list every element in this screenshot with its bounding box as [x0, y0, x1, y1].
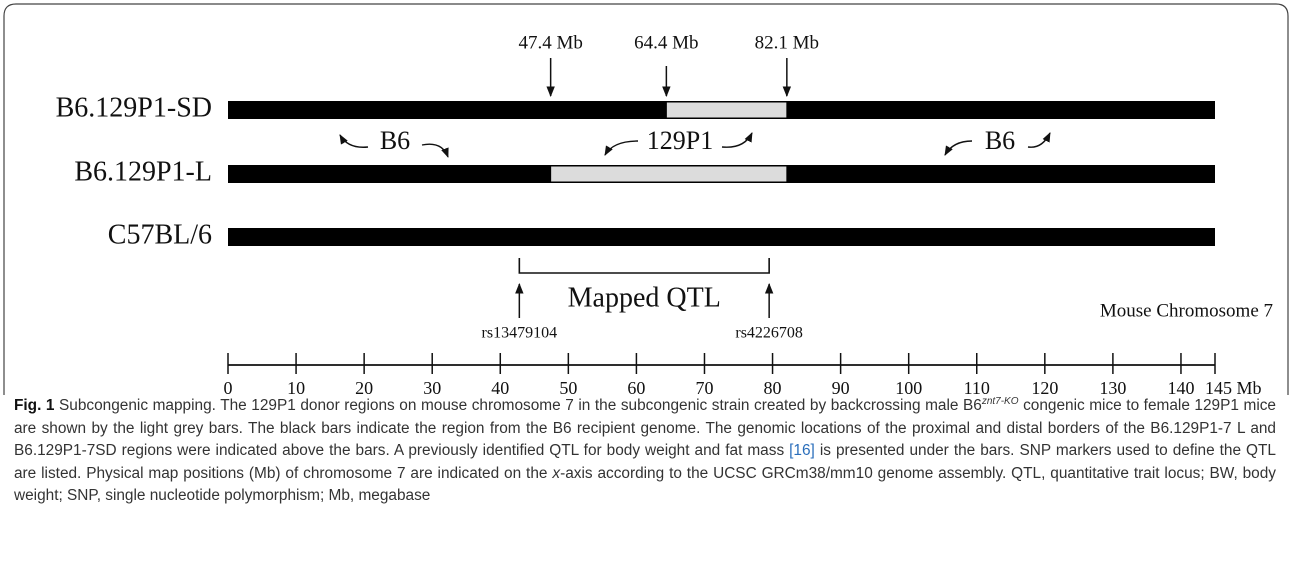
snp-label: rs4226708 — [735, 325, 803, 342]
region-arrow — [421, 143, 449, 158]
x-tick-label: 30 — [423, 378, 441, 395]
x-tick-label: 130 — [1099, 378, 1126, 395]
region-label: 129P1 — [647, 126, 713, 155]
caption-text: congenic mice to female 129P1 mice are s… — [14, 397, 1276, 460]
x-tick-label: 70 — [695, 378, 713, 395]
figure-border — [3, 3, 1289, 395]
marker-label: 82.1 Mb — [755, 32, 819, 53]
caption-text: Subcongenic mapping. The 129P1 donor reg… — [59, 397, 982, 415]
region-arrow — [1027, 132, 1051, 148]
marker-label: 64.4 Mb — [634, 32, 698, 53]
qtl-bracket — [518, 258, 770, 274]
x-tick-label: 50 — [559, 378, 577, 395]
x-tick-label: 40 — [491, 378, 509, 395]
x-tick-label: 10 — [287, 378, 305, 395]
x-tick-label: 110 — [964, 378, 990, 395]
region-label: B6 — [985, 126, 1015, 155]
chromosome-label: Mouse Chromosome 7 — [1100, 300, 1273, 321]
caption-italic: x — [552, 464, 561, 482]
caption-text: -axis according to the UCSC GRCm38/mm10 … — [14, 464, 1276, 505]
x-tick-label: 0 — [224, 378, 233, 395]
region-arrow — [721, 132, 753, 148]
caption: Fig. 1 Subcongenic mapping. The 129P1 do… — [14, 391, 1276, 508]
caption-superscript: znt7-KO — [981, 396, 1019, 407]
x-tick-label: 80 — [764, 378, 782, 395]
marker-label: 47.4 Mb — [518, 32, 582, 53]
x-tick-label: 60 — [627, 378, 645, 395]
x-tick-label: 90 — [832, 378, 850, 395]
chromosome-bar — [228, 228, 1215, 246]
x-tick-label: 100 — [895, 378, 922, 395]
x-tick-label: 140 — [1167, 378, 1194, 395]
region-arrow — [604, 140, 639, 156]
donor-region — [550, 165, 788, 183]
strain-name: C57BL/6 — [108, 219, 212, 250]
qtl-label: Mapped QTL — [568, 282, 721, 313]
strain-name: B6.129P1-SD — [56, 92, 212, 123]
x-tick-label: 145 Mb — [1205, 378, 1262, 395]
caption-reference[interactable]: [16] — [789, 442, 815, 460]
x-tick-label: 20 — [355, 378, 373, 395]
region-label: B6 — [380, 126, 410, 155]
x-tick-label: 120 — [1031, 378, 1058, 395]
region-arrow — [944, 140, 973, 156]
strain-name: B6.129P1-L — [74, 156, 212, 187]
caption-text: is presented under the bars. SNP markers… — [14, 442, 1276, 482]
caption-label: Fig. 1 — [14, 397, 55, 415]
region-arrow — [339, 134, 369, 148]
figure: 47.4 Mb 64.4 Mb 82.1 Mb B6.129P1-SD B6.129P1… — [3, 3, 1289, 395]
donor-region — [665, 101, 788, 119]
snp-label: rs13479104 — [482, 325, 558, 342]
